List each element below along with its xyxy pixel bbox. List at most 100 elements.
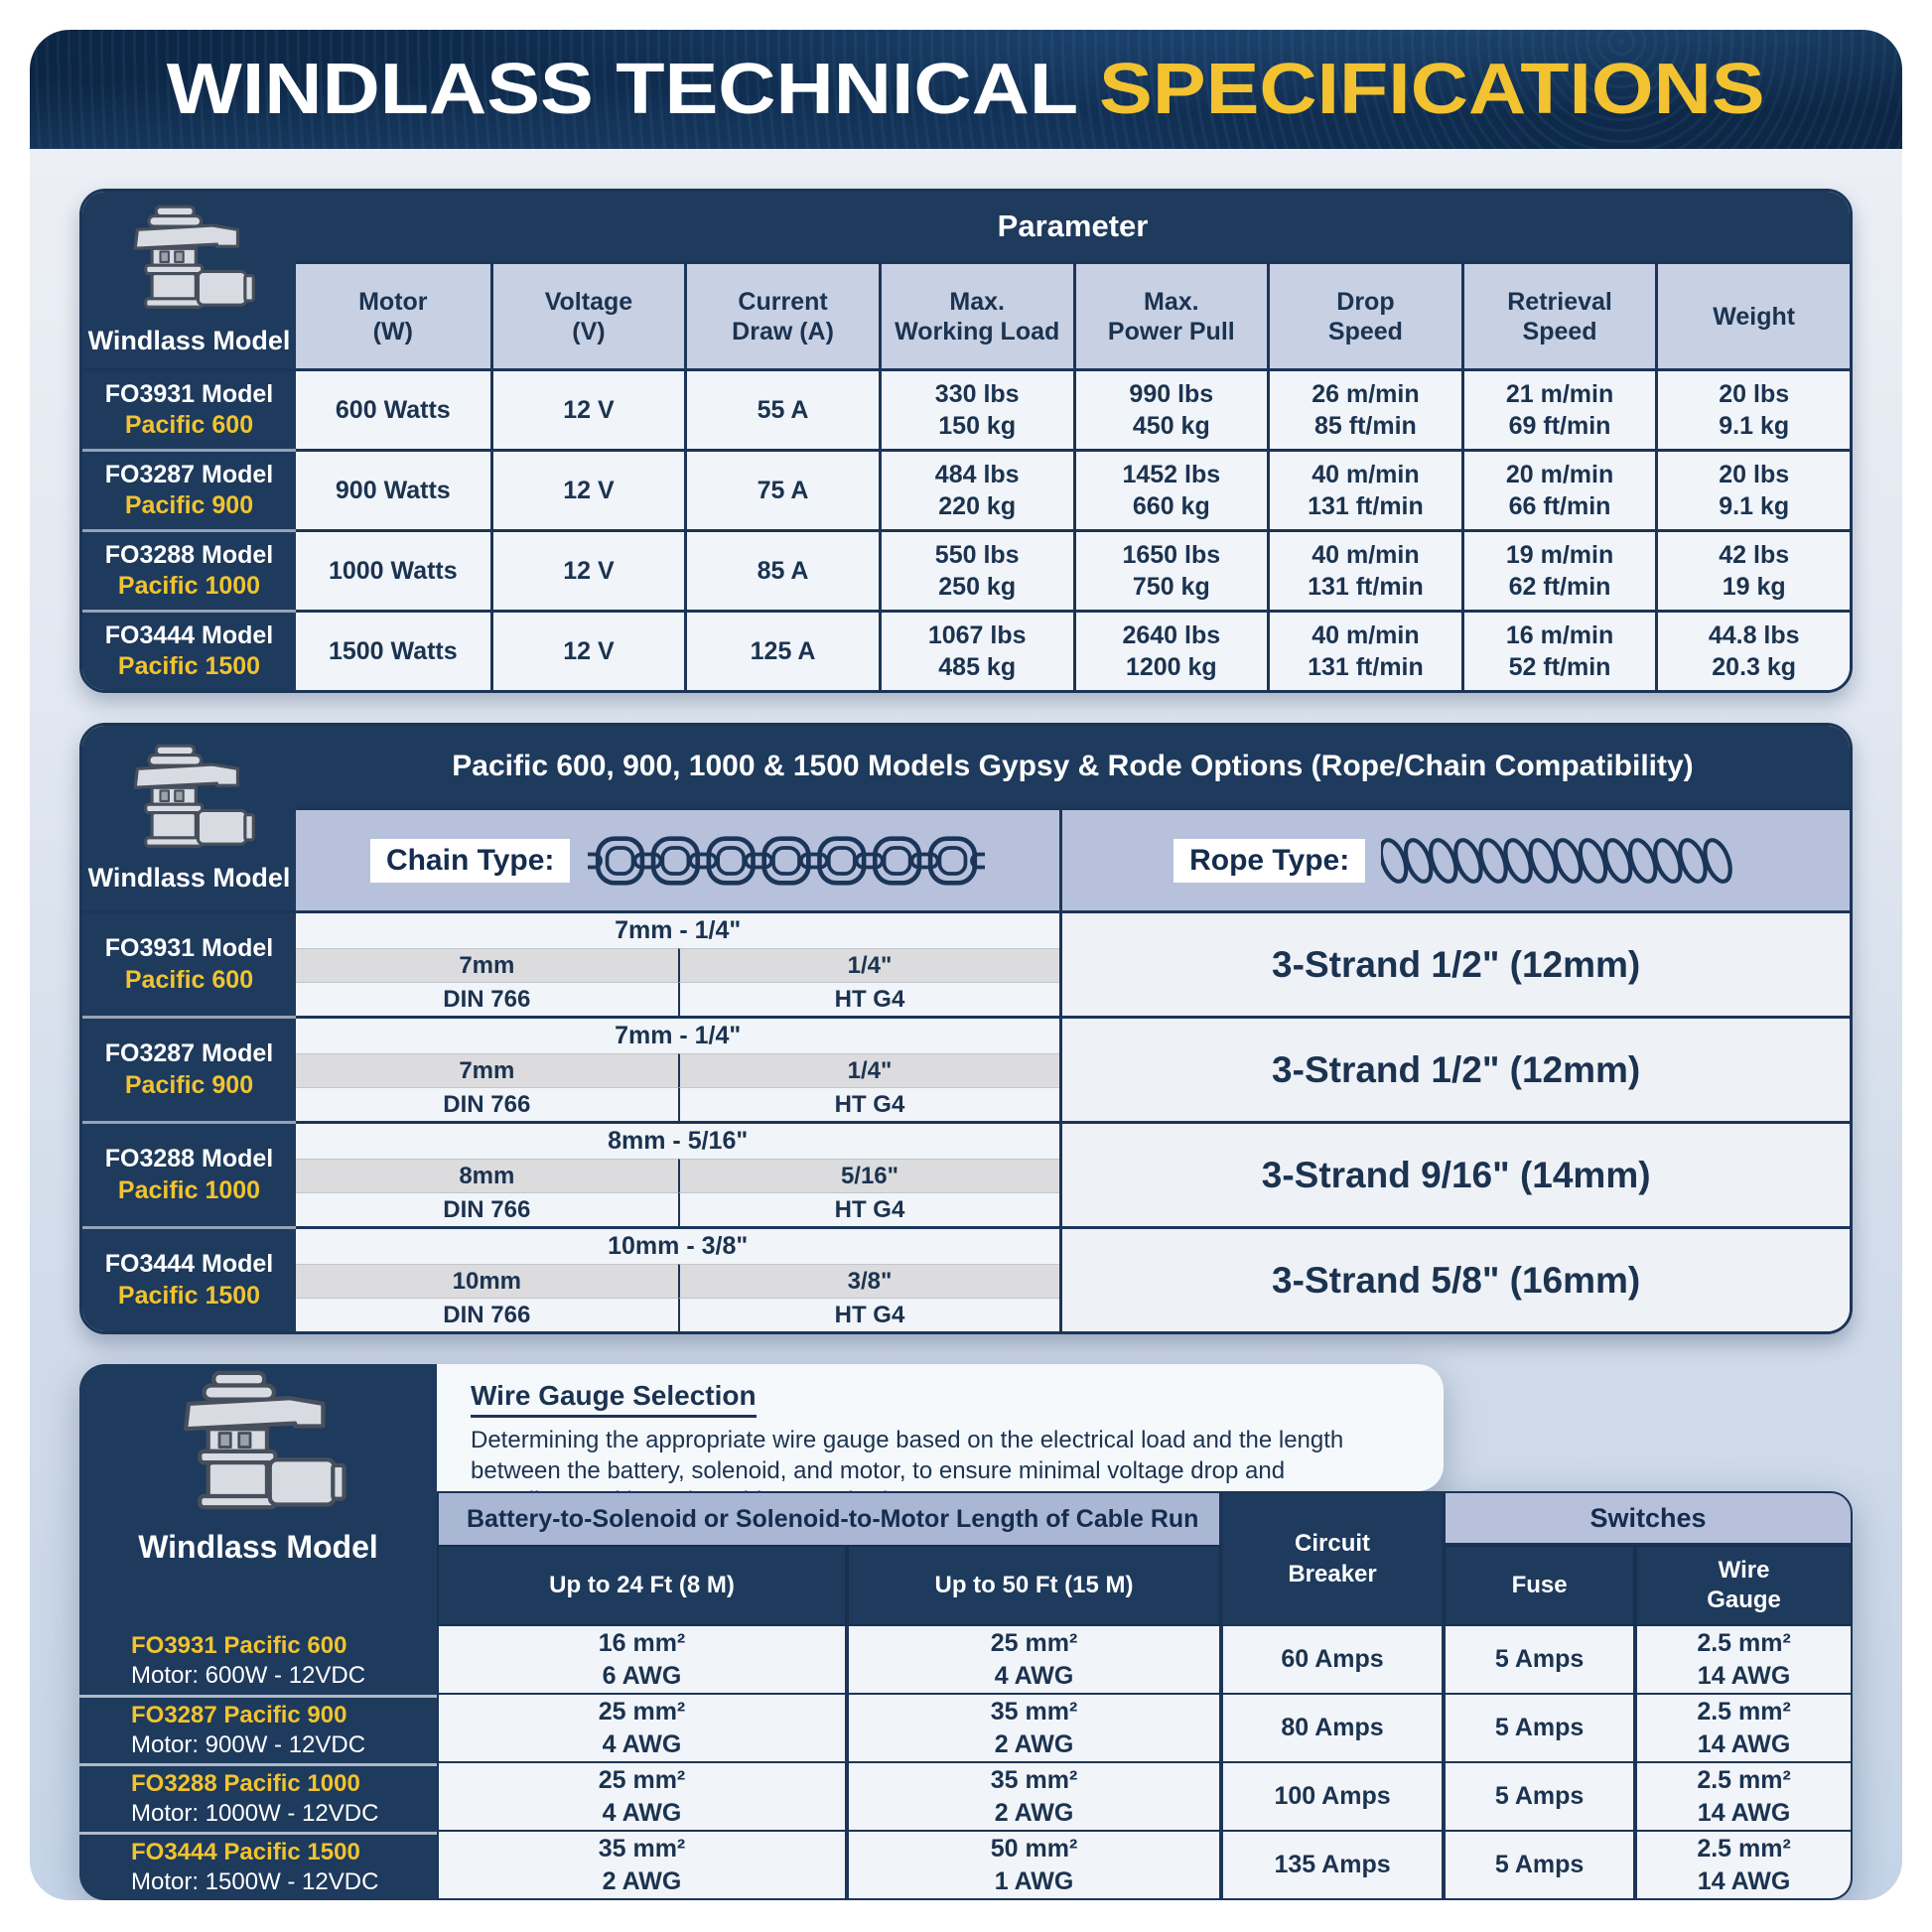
- column-header-50ft: Up to 50 Ft (15 M): [847, 1545, 1222, 1626]
- table-cell: 25 mm² 4 AWG: [437, 1763, 847, 1832]
- chain-imperial-std: HT G4: [677, 1192, 1060, 1226]
- chain-metric-cell: 10mm: [296, 1264, 678, 1298]
- table-cell: 5 Amps: [1444, 1695, 1636, 1763]
- gypsy-rode-title: Pacific 600, 900, 1000 & 1500 Models Gyp…: [296, 726, 1850, 807]
- parameters-corner-cell: Windlass Model: [82, 192, 296, 368]
- wire-gauge-corner-cell: Windlass Model: [79, 1364, 437, 1626]
- table-cell: 1000 Watts: [296, 529, 490, 610]
- table-cell: 42 lbs 19 kg: [1655, 529, 1850, 610]
- model-cell: FO3444 Pacific 1500 Motor: 1500W - 12VDC: [79, 1832, 437, 1900]
- table-cell: 5 Amps: [1444, 1626, 1636, 1695]
- chain-type-label: Chain Type:: [369, 838, 571, 883]
- model-cell: FO3444 Model Pacific 1500: [82, 1226, 296, 1331]
- cable-run-header: Battery-to-Solenoid or Solenoid-to-Motor…: [437, 1491, 1222, 1545]
- parameters-table: Windlass Model Parameter Motor (W) Volta…: [79, 189, 1853, 693]
- windlass-model-label: Windlass Model: [87, 325, 291, 355]
- table-cell: 55 A: [684, 368, 879, 449]
- chain-imperial-cell: 1/4": [677, 1053, 1060, 1087]
- column-header-wire-gauge: Wire Gauge: [1635, 1545, 1853, 1626]
- chain-metric-cell: 7mm: [296, 1053, 678, 1087]
- wire-gauge-info-box: Wire Gauge Selection Determining the app…: [437, 1364, 1445, 1514]
- table-cell: 1067 lbs 485 kg: [878, 610, 1073, 690]
- table-cell: 25 mm² 4 AWG: [437, 1695, 847, 1763]
- table-cell: 12 V: [489, 610, 685, 690]
- model-cell: FO3288 Pacific 1000 Motor: 1000W - 12VDC: [79, 1763, 437, 1832]
- chain-imperial-cell: 3/8": [677, 1264, 1060, 1298]
- chain-imperial-std: HT G4: [677, 1087, 1060, 1121]
- page-header-band: WINDLASS TECHNICAL SPECIFICATIONS: [30, 30, 1902, 149]
- table-cell: 20 lbs 9.1 kg: [1655, 449, 1850, 529]
- wire-gauge-info-text: Determining the appropriate wire gauge b…: [471, 1427, 1344, 1514]
- table-cell: 990 lbs 450 kg: [1072, 368, 1268, 449]
- chain-icon: [588, 832, 985, 890]
- chain-imperial-std: HT G4: [677, 982, 1060, 1016]
- table-cell: 1452 lbs 660 kg: [1072, 449, 1268, 529]
- table-cell: 44.8 lbs 20.3 kg: [1655, 610, 1850, 690]
- model-cell: FO3444 Model Pacific 1500: [82, 610, 296, 690]
- column-header-drop-speed: Drop Speed: [1267, 261, 1461, 368]
- gypsy-corner-cell: Windlass Model: [82, 726, 296, 910]
- table-cell: 16 m/min 52 ft/min: [1460, 610, 1656, 690]
- parameter-header: Parameter: [296, 192, 1850, 261]
- windlass-icon: [115, 744, 264, 861]
- rope-type-header: Rope Type:: [1059, 807, 1850, 910]
- windlass-model-label: Windlass Model: [87, 862, 291, 893]
- chain-range-cell: 8mm - 5/16": [296, 1121, 1060, 1159]
- column-header-current-draw: Current Draw (A): [684, 261, 879, 368]
- chain-metric-cell: 7mm: [296, 948, 678, 982]
- model-cell: FO3287 Pacific 900 Motor: 900W - 12VDC: [79, 1695, 437, 1763]
- table-cell: 5 Amps: [1444, 1763, 1636, 1832]
- table-cell: 25 mm² 4 AWG: [847, 1626, 1222, 1695]
- table-cell: 21 m/min 69 ft/min: [1460, 368, 1656, 449]
- table-cell: 35 mm² 2 AWG: [847, 1763, 1222, 1832]
- chain-metric-std: DIN 766: [296, 1087, 678, 1121]
- model-cell: FO3287 Model Pacific 900: [82, 449, 296, 529]
- rope-icon: [1381, 834, 1738, 888]
- table-cell: 35 mm² 2 AWG: [847, 1695, 1222, 1763]
- table-cell: 2.5 mm² 14 AWG: [1635, 1695, 1853, 1763]
- chain-imperial-std: HT G4: [677, 1298, 1060, 1331]
- table-cell: 12 V: [489, 529, 685, 610]
- model-cell: FO3931 Model Pacific 600: [82, 368, 296, 449]
- circuit-breaker-header: Circuit Breaker: [1221, 1491, 1445, 1626]
- table-cell: 75 A: [684, 449, 879, 529]
- chain-imperial-cell: 1/4": [677, 948, 1060, 982]
- table-cell: 1650 lbs 750 kg: [1072, 529, 1268, 610]
- table-cell: 19 m/min 62 ft/min: [1460, 529, 1656, 610]
- chain-range-cell: 10mm - 3/8": [296, 1226, 1060, 1264]
- column-header-motor: Motor (W): [296, 261, 490, 368]
- rope-spec-cell: 3-Strand 9/16" (14mm): [1059, 1121, 1850, 1226]
- wire-gauge-info-title: Wire Gauge Selection: [471, 1380, 757, 1418]
- rope-spec-cell: 3-Strand 1/2" (12mm): [1059, 910, 1850, 1016]
- model-cell: FO3931 Model Pacific 600: [82, 910, 296, 1016]
- windlass-icon: [115, 205, 264, 322]
- column-header-24ft: Up to 24 Ft (8 M): [437, 1545, 847, 1626]
- chain-metric-std: DIN 766: [296, 1298, 678, 1331]
- table-cell: 900 Watts: [296, 449, 490, 529]
- column-header-retrieval: Retrieval Speed: [1460, 261, 1656, 368]
- model-cell: FO3931 Pacific 600 Motor: 600W - 12VDC: [79, 1626, 437, 1695]
- table-cell: 20 m/min 66 ft/min: [1460, 449, 1656, 529]
- table-cell: 330 lbs 150 kg: [878, 368, 1073, 449]
- column-header-power-pull: Max. Power Pull: [1072, 261, 1268, 368]
- windlass-model-label: Windlass Model: [138, 1529, 378, 1565]
- column-header-fuse: Fuse: [1444, 1545, 1636, 1626]
- infographic-card: WINDLASS TECHNICAL SPECIFICATIONS Windla…: [30, 30, 1902, 1900]
- chain-type-header: Chain Type:: [296, 807, 1060, 910]
- table-cell: 5 Amps: [1444, 1832, 1636, 1900]
- rope-spec-cell: 3-Strand 1/2" (12mm): [1059, 1016, 1850, 1121]
- table-cell: 60 Amps: [1221, 1626, 1445, 1695]
- model-cell: FO3288 Model Pacific 1000: [82, 1121, 296, 1226]
- table-cell: 2640 lbs 1200 kg: [1072, 610, 1268, 690]
- chain-imperial-cell: 5/16": [677, 1159, 1060, 1192]
- switches-header: Switches: [1444, 1491, 1853, 1545]
- page-title-white: WINDLASS TECHNICAL: [167, 50, 1100, 129]
- chain-metric-std: DIN 766: [296, 982, 678, 1016]
- table-cell: 40 m/min 131 ft/min: [1267, 529, 1461, 610]
- table-cell: 600 Watts: [296, 368, 490, 449]
- wire-gauge-table: Windlass Model Wire Gauge Selection Dete…: [79, 1364, 1853, 1900]
- model-cell: FO3288 Model Pacific 1000: [82, 529, 296, 610]
- table-cell: 85 A: [684, 529, 879, 610]
- table-cell: 550 lbs 250 kg: [878, 529, 1073, 610]
- chain-range-cell: 7mm - 1/4": [296, 910, 1060, 948]
